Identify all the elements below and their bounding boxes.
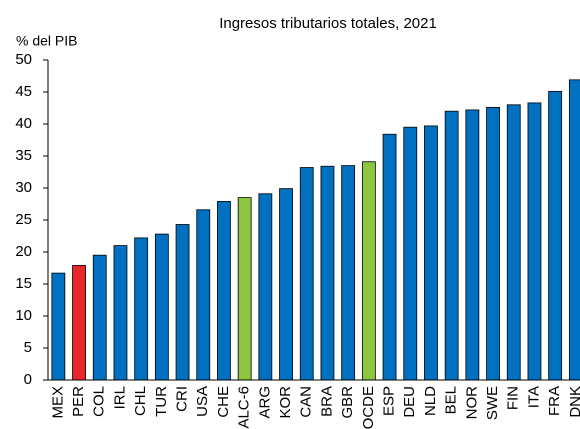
x-tick-label: CAN: [298, 386, 315, 418]
bar: [51, 272, 66, 381]
y-tick-label: 40: [15, 115, 32, 132]
y-tick-label: 35: [15, 147, 32, 164]
x-tick-label: NLD: [422, 386, 439, 416]
bar: [175, 224, 190, 381]
y-tick-label: 30: [15, 179, 32, 196]
bar: [258, 193, 273, 381]
chart-title: Ingresos tributarios totales, 2021: [219, 15, 437, 32]
y-tick-label: 45: [15, 83, 32, 100]
bar: [424, 125, 438, 381]
x-tick-label: DEU: [401, 386, 418, 418]
bar: [548, 90, 563, 381]
bar: [506, 104, 521, 381]
x-tick-label: CHL: [132, 386, 149, 416]
x-tick-label: CHE: [215, 386, 232, 418]
x-tick-label: FRA: [546, 386, 563, 416]
y-tick-label: 0: [24, 371, 32, 388]
x-tick-label: BRA: [318, 386, 335, 417]
bar: [113, 245, 128, 381]
bar: [403, 126, 418, 381]
x-tick-label: NOR: [463, 386, 480, 420]
bar: [527, 102, 542, 381]
x-tick-label: FIN: [505, 386, 522, 410]
bar: [237, 197, 252, 381]
x-tick-label: ALC-6: [236, 386, 253, 429]
x-tick-label: TUR: [153, 386, 170, 417]
bar: [361, 161, 376, 381]
bar: [486, 106, 500, 381]
x-tick-label: GBR: [339, 386, 356, 419]
bar: [341, 165, 356, 381]
bar: [444, 110, 459, 381]
bar: [299, 167, 314, 381]
bar: [134, 237, 149, 381]
x-tick-label: PER: [70, 386, 87, 417]
bar: [279, 188, 293, 381]
x-tick-label: BEL: [443, 386, 460, 414]
bar: [154, 233, 169, 381]
x-tick-label: MEX: [49, 386, 66, 419]
bar: [92, 254, 107, 381]
x-tick-label: ARG: [256, 386, 273, 419]
x-tick-label: USA: [194, 386, 211, 417]
x-tick-label: KOR: [277, 386, 294, 419]
bar: [72, 265, 86, 381]
y-axis-label: % del PIB: [16, 33, 77, 49]
bar: [217, 201, 231, 381]
x-tick-label: ESP: [381, 386, 398, 416]
x-tick-label: ITA: [525, 386, 542, 408]
y-tick-label: 20: [15, 243, 32, 260]
bar: [320, 165, 335, 381]
bar: [568, 79, 580, 381]
x-tick-label: IRL: [111, 386, 128, 409]
x-tick-label: CRI: [174, 386, 191, 412]
bar: [382, 133, 397, 381]
x-tick-label: OCDE: [360, 386, 377, 429]
y-tick-label: 15: [15, 275, 32, 292]
x-tick-label: DNK: [567, 386, 580, 418]
x-tick-label: COL: [91, 386, 108, 417]
bar: [196, 209, 211, 381]
y-tick-label: 50: [15, 51, 32, 68]
y-tick-label: 10: [15, 307, 32, 324]
bar: [465, 109, 480, 381]
y-tick-label: 5: [24, 339, 32, 356]
y-tick-label: 25: [15, 211, 32, 228]
x-tick-label: SWE: [484, 386, 501, 420]
